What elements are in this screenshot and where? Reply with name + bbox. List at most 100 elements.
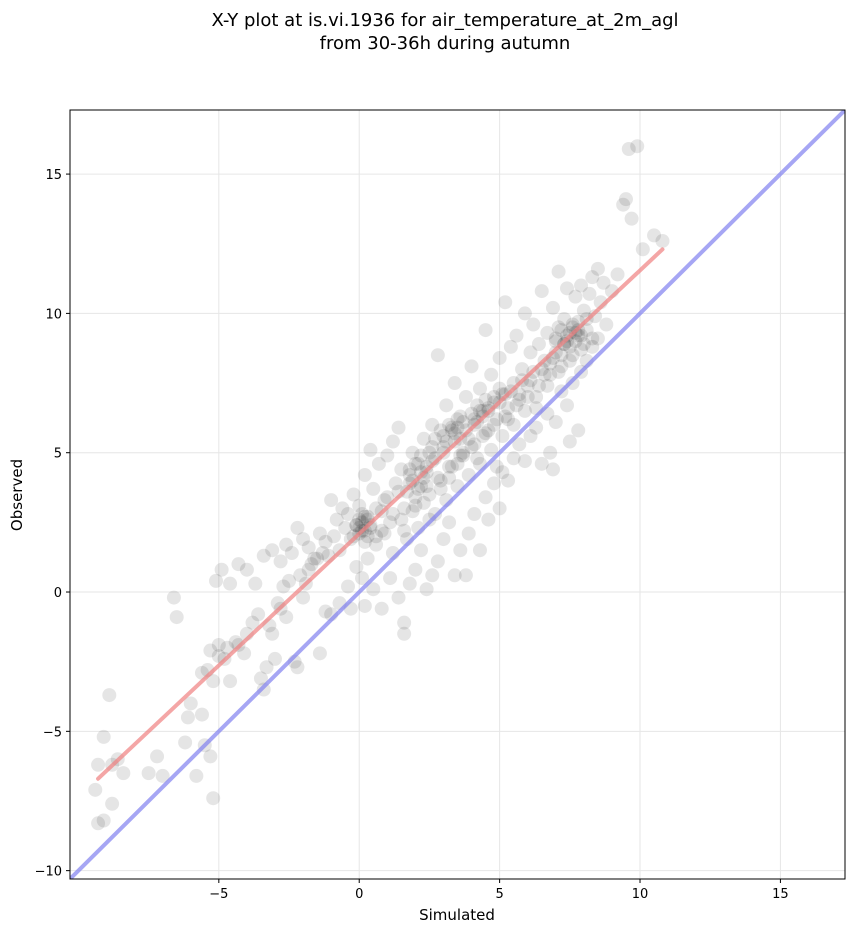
data-point xyxy=(374,523,389,538)
data-point xyxy=(349,518,364,533)
x-axis-label: Simulated xyxy=(419,906,495,924)
data-point xyxy=(360,529,375,544)
data-point xyxy=(203,643,218,658)
data-point xyxy=(433,473,448,488)
data-point xyxy=(402,467,417,482)
data-point xyxy=(585,270,600,285)
data-point xyxy=(169,610,184,625)
data-point xyxy=(495,428,510,443)
data-point xyxy=(540,378,555,393)
data-point xyxy=(433,481,448,496)
data-point xyxy=(267,651,282,666)
data-point xyxy=(352,512,367,527)
data-point xyxy=(189,768,204,783)
data-point xyxy=(214,562,229,577)
data-point xyxy=(206,791,221,806)
data-point xyxy=(290,660,305,675)
data-point xyxy=(576,303,591,318)
data-point xyxy=(346,487,361,502)
data-point xyxy=(282,573,297,588)
data-point xyxy=(610,267,625,282)
data-point xyxy=(259,660,274,675)
data-point xyxy=(366,481,381,496)
data-point xyxy=(265,543,280,558)
data-point xyxy=(509,328,524,343)
data-point xyxy=(618,192,633,207)
data-point xyxy=(433,423,448,438)
data-point xyxy=(543,367,558,382)
y-tick-label: 0 xyxy=(54,586,62,601)
y-tick-label: −5 xyxy=(43,725,62,740)
data-point xyxy=(495,465,510,480)
data-point xyxy=(531,337,546,352)
data-point xyxy=(478,323,493,338)
data-point xyxy=(574,278,589,293)
data-point xyxy=(568,289,583,304)
data-point xyxy=(357,534,372,549)
data-point xyxy=(616,197,631,212)
data-point xyxy=(560,281,575,296)
y-tick-label: 5 xyxy=(54,447,62,462)
y-axis-ticks: −10 −5 0 5 10 15 xyxy=(35,168,70,880)
data-point xyxy=(402,476,417,491)
data-point xyxy=(397,615,412,630)
data-point xyxy=(279,610,294,625)
data-point xyxy=(430,348,445,363)
data-point xyxy=(599,317,614,332)
data-point xyxy=(562,434,577,449)
data-point xyxy=(444,420,459,435)
data-point xyxy=(582,286,597,301)
data-point xyxy=(630,139,645,154)
data-point xyxy=(413,448,428,463)
data-point xyxy=(394,512,409,527)
data-point xyxy=(548,345,563,360)
data-point xyxy=(206,674,221,689)
data-point xyxy=(296,590,311,605)
data-point xyxy=(385,434,400,449)
data-point xyxy=(315,546,330,561)
regression-line xyxy=(96,247,665,781)
data-point xyxy=(194,707,209,722)
identity-line xyxy=(70,110,845,879)
data-point xyxy=(635,242,650,257)
data-point xyxy=(377,526,392,541)
data-point xyxy=(545,300,560,315)
data-point xyxy=(237,646,252,661)
data-point xyxy=(487,476,502,491)
data-point xyxy=(458,568,473,583)
data-point xyxy=(355,507,370,522)
data-point xyxy=(377,493,392,508)
data-point xyxy=(464,406,479,421)
y-axis-label: Observed xyxy=(8,459,26,531)
data-point xyxy=(391,420,406,435)
data-point xyxy=(408,456,423,471)
data-point xyxy=(512,387,527,402)
data-point xyxy=(425,568,440,583)
data-point xyxy=(560,328,575,343)
data-point xyxy=(290,520,305,535)
data-point xyxy=(383,571,398,586)
data-point xyxy=(155,768,170,783)
data-point xyxy=(478,392,493,407)
data-point xyxy=(442,515,457,530)
data-point xyxy=(543,445,558,460)
data-point xyxy=(579,323,594,338)
data-point xyxy=(91,757,106,772)
data-point xyxy=(422,445,437,460)
data-point xyxy=(374,601,389,616)
data-point xyxy=(413,543,428,558)
data-point xyxy=(442,470,457,485)
data-point xyxy=(489,459,504,474)
y-tick-label: 15 xyxy=(45,168,62,183)
data-point xyxy=(366,582,381,597)
data-point xyxy=(419,459,434,474)
data-point xyxy=(150,749,165,764)
data-point xyxy=(397,523,412,538)
data-point xyxy=(472,381,487,396)
data-point xyxy=(178,735,193,750)
data-point xyxy=(369,529,384,544)
data-point xyxy=(363,442,378,457)
data-point xyxy=(413,465,428,480)
x-tick-label: 0 xyxy=(355,887,363,902)
data-point xyxy=(369,537,384,552)
